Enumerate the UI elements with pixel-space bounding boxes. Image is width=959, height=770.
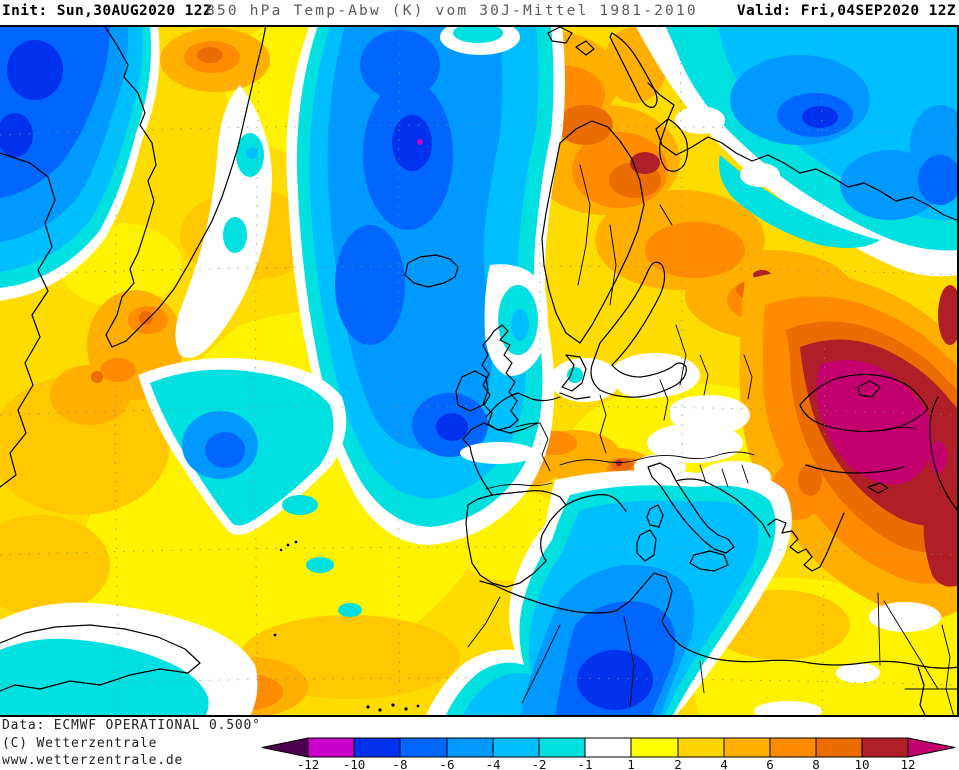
colorbar-segment — [861, 737, 909, 758]
colorbar-tick: 2 — [674, 757, 682, 770]
anomaly-map-canvas — [0, 13, 959, 721]
colorbar-tick: 6 — [766, 757, 774, 770]
colorbar-tick: 4 — [720, 757, 728, 770]
colorbar-segment — [307, 737, 355, 758]
colorbar-tick: -4 — [485, 757, 500, 770]
map-title: 850 hPa Temp-Abw (K) vom 30J-Mittel 1981… — [206, 3, 698, 19]
colorbar-tick: -1 — [577, 757, 592, 770]
country-borders — [467, 164, 959, 718]
coastlines — [0, 24, 959, 718]
cold-anomaly-regions — [0, 19, 959, 717]
colorbar-segment — [723, 737, 771, 758]
colorbar-tick: -10 — [343, 757, 366, 770]
init-time-label: Init: Sun,30AUG2020 12Z — [2, 3, 212, 19]
colorbar-segment — [677, 737, 725, 758]
colorbar-segment — [630, 737, 679, 758]
colorbar-segment — [446, 737, 494, 758]
footer: Data: ECMWF OPERATIONAL 0.500° (C) Wette… — [0, 717, 959, 770]
colorbar-tick: -6 — [439, 757, 454, 770]
colorbar-segment — [538, 737, 586, 758]
valid-time-label: Valid: Fri,04SEP2020 12Z — [736, 3, 956, 19]
map-frame — [0, 25, 959, 717]
colorbar-segment — [353, 737, 401, 758]
colorbar-segment — [399, 737, 448, 758]
color-scale-legend: -12 -10 -8 -6 -4 -2 -1 1 2 4 6 8 10 12 — [261, 737, 956, 770]
website-label: www.wetterzentrale.de — [2, 753, 184, 768]
colorbar-tick: 1 — [627, 757, 635, 770]
colorbar-tick: -8 — [392, 757, 407, 770]
colorbar-tick: 12 — [900, 757, 915, 770]
small-islands — [273, 540, 420, 712]
colorbar-tick: -12 — [297, 757, 320, 770]
anomaly-map — [0, 13, 959, 721]
colorbar-tick: -2 — [531, 757, 546, 770]
data-source-label: Data: ECMWF OPERATIONAL 0.500° — [2, 718, 261, 733]
colorbar-above-max-arrow — [907, 737, 956, 758]
colorbar-segment — [769, 737, 817, 758]
colorbar-segment — [584, 737, 632, 758]
copyright-label: (C) Wetterzentrale — [2, 735, 158, 751]
colorbar-segment — [492, 737, 540, 758]
colorbar-tick: 10 — [854, 757, 869, 770]
colorbar-below-min-arrow — [261, 737, 309, 758]
credits: Data: ECMWF OPERATIONAL 0.500° (C) Wette… — [2, 717, 261, 770]
colorbar-tick: 8 — [812, 757, 820, 770]
colorbar-segment — [815, 737, 863, 758]
title-bar: Init: Sun,30AUG2020 12Z 850 hPa Temp-Abw… — [0, 0, 959, 25]
